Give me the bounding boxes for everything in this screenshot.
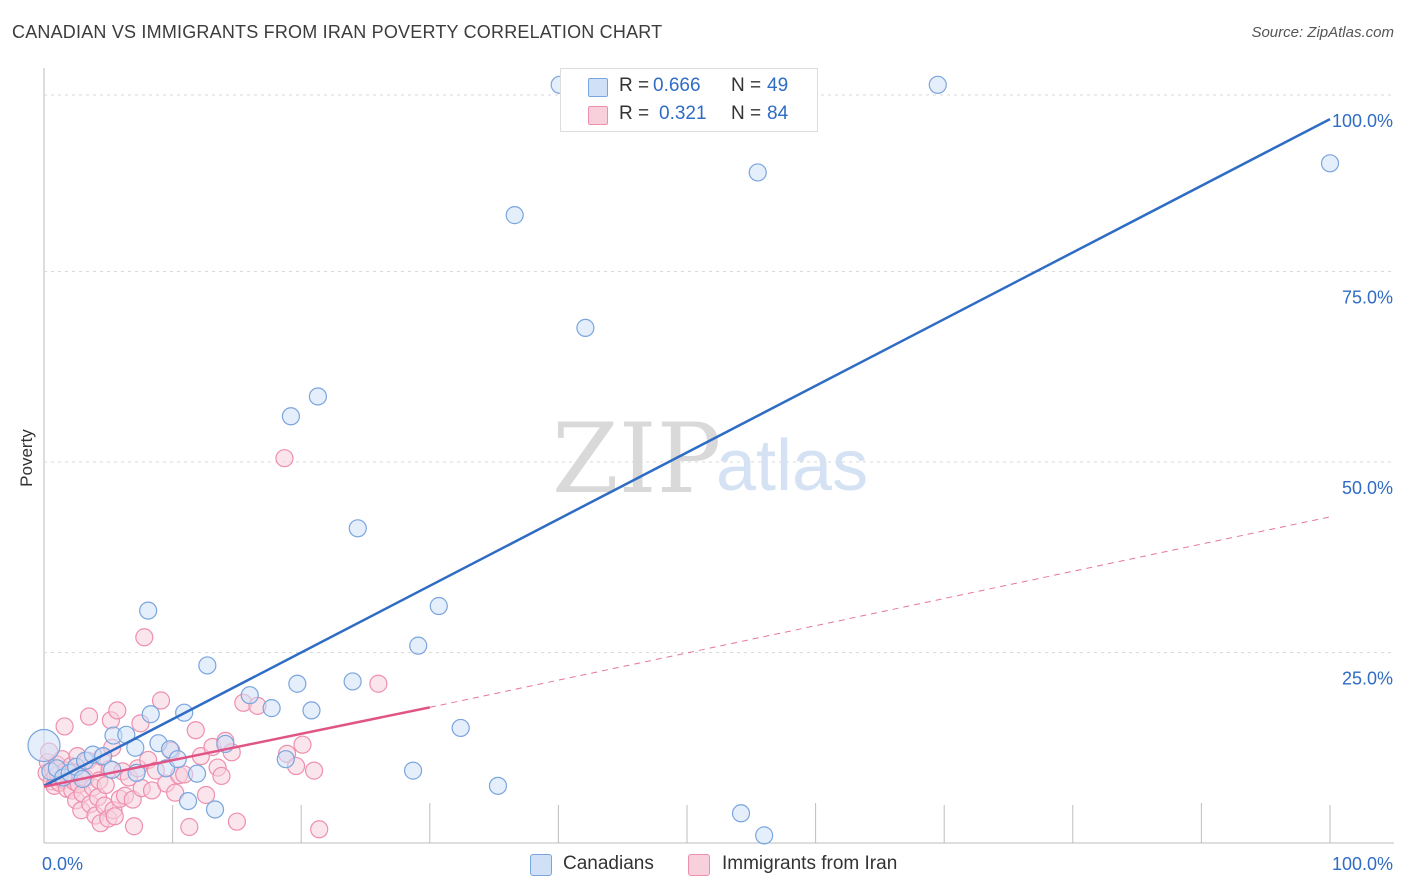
canadian-point [505, 206, 524, 225]
iran-point [151, 691, 171, 710]
iran-point [55, 717, 74, 736]
canadian-point [178, 791, 198, 811]
iran-point [369, 674, 388, 693]
iran-point [79, 707, 99, 726]
canadian-point [731, 804, 751, 823]
legend-swatch-blue [530, 854, 552, 876]
legend-label-canadians: Canadians [563, 853, 654, 874]
legend-r-value: 0.666 [653, 75, 701, 96]
canadian-point [928, 75, 947, 94]
iran-point [212, 766, 231, 786]
trend-lines [43, 117, 1331, 788]
canadian-point [451, 718, 470, 738]
canadian-point [139, 601, 158, 620]
y-tick-label: 25.0% [1342, 669, 1393, 689]
iran-point [227, 812, 246, 831]
iran-point [105, 807, 124, 826]
watermark-atlas: atlas [716, 426, 868, 506]
legend-n-value: 49 [767, 75, 789, 96]
canadian-point [348, 519, 367, 538]
iran-trend-extension [429, 516, 1331, 708]
legend-r-label: R = [619, 75, 650, 96]
canadian-point [403, 761, 423, 780]
iran-point [293, 735, 312, 754]
iran-point [135, 628, 154, 647]
iran-point [124, 817, 144, 836]
canadian-point [276, 750, 295, 769]
canadian-point [308, 387, 328, 406]
x-tick-label-min: 0.0% [42, 854, 83, 874]
y-tick-labels: 25.0% 50.0% 75.0% 100.0% [1332, 111, 1393, 689]
y-tick-label: 75.0% [1342, 288, 1393, 308]
x-tick-label-max: 100.0% [1332, 854, 1393, 874]
canadian-point [302, 701, 321, 720]
canadian-point [429, 596, 448, 616]
legend-n-value: 84 [767, 103, 789, 124]
legend-row-iran: R = 0.321 N = 84 [561, 99, 817, 129]
legend-r-value: 0.321 [659, 103, 707, 124]
canadian-point [281, 407, 301, 426]
canadian-point [1320, 154, 1340, 173]
source-label: Source: ZipAtlas.com [1251, 24, 1394, 41]
canadian-point [27, 728, 61, 763]
legend-r-label: R = [619, 103, 650, 124]
canadian-point [205, 800, 225, 819]
canadian-point [576, 318, 595, 337]
iran-point [96, 775, 115, 795]
canadian-point [755, 826, 774, 845]
canadian-point [488, 776, 508, 795]
canadian-point [103, 760, 122, 779]
legend-row-canadians: R = 0.666 N = 49 [561, 71, 817, 101]
legend-swatch-pink [588, 106, 608, 125]
canadians-trend-line [43, 117, 1331, 787]
iran-point [310, 820, 329, 839]
iran-point [275, 449, 294, 468]
legend-swatch-blue [588, 78, 608, 97]
chart-title: CANADIAN VS IMMIGRANTS FROM IRAN POVERTY… [12, 22, 663, 42]
canadian-point [240, 686, 259, 705]
iran-point [108, 701, 127, 720]
canadian-point [409, 636, 428, 655]
y-axis-label: Poverty [17, 429, 36, 487]
iran-point [304, 761, 324, 780]
canadian-point [343, 672, 362, 691]
y-tick-label: 50.0% [1342, 478, 1393, 498]
canadian-point [198, 656, 217, 675]
iran-point [196, 785, 216, 805]
legend-swatch-pink [688, 854, 710, 876]
canadian-point [748, 163, 767, 182]
canadian-point [262, 699, 281, 718]
iran-point [166, 783, 185, 802]
watermark-zip: ZIP [552, 403, 721, 515]
y-tick-label: 100.0% [1332, 111, 1393, 131]
canadian-point [141, 705, 160, 724]
legend-n-label: N = [731, 103, 762, 124]
iran-trend-line [43, 706, 431, 788]
canadian-point [288, 674, 307, 693]
iran-point [180, 817, 199, 837]
legend-label-iran: Immigrants from Iran [722, 853, 898, 874]
iran-point [186, 721, 205, 740]
stats-legend: R = 0.666 N = 49 R = 0.321 N = 84 [560, 68, 818, 132]
legend-n-label: N = [731, 75, 762, 96]
canadian-point [187, 764, 207, 783]
